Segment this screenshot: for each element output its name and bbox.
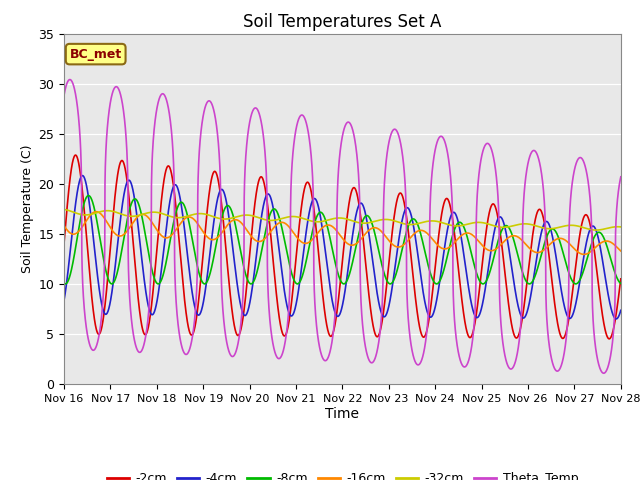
-4cm xyxy=(422,305,430,311)
-4cm xyxy=(273,229,281,235)
-16cm xyxy=(518,237,525,243)
-32cm xyxy=(161,212,169,217)
-8cm xyxy=(273,209,281,215)
-16cm xyxy=(617,248,625,254)
-2cm xyxy=(422,330,430,336)
-2cm xyxy=(518,318,525,324)
-2cm xyxy=(605,336,613,342)
-2cm xyxy=(617,276,625,282)
-4cm xyxy=(617,308,625,313)
-8cm xyxy=(60,280,68,286)
-32cm xyxy=(422,219,430,225)
Line: -32cm: -32cm xyxy=(64,209,621,230)
Line: -8cm: -8cm xyxy=(64,195,621,284)
-16cm xyxy=(394,244,402,250)
-8cm xyxy=(394,264,402,269)
-4cm xyxy=(79,173,86,179)
Theta_Temp xyxy=(394,131,402,136)
-32cm xyxy=(592,227,600,233)
-4cm xyxy=(60,298,68,303)
-4cm xyxy=(394,242,402,248)
Theta_Temp xyxy=(60,93,68,98)
-16cm xyxy=(422,229,430,235)
-8cm xyxy=(617,281,625,287)
Line: Theta_Temp: Theta_Temp xyxy=(64,80,621,373)
Theta_Temp xyxy=(518,300,525,306)
-32cm xyxy=(518,221,525,227)
-16cm xyxy=(476,240,483,245)
-32cm xyxy=(617,224,625,230)
-8cm xyxy=(422,255,430,261)
-32cm xyxy=(60,206,68,212)
-2cm xyxy=(273,295,281,301)
-8cm xyxy=(84,192,92,198)
-8cm xyxy=(476,278,483,284)
-32cm xyxy=(394,219,402,225)
-16cm xyxy=(161,235,169,240)
Theta_Temp xyxy=(617,174,625,180)
-2cm xyxy=(72,152,79,158)
X-axis label: Time: Time xyxy=(325,407,360,420)
-16cm xyxy=(92,209,100,215)
-16cm xyxy=(60,223,68,228)
-32cm xyxy=(273,217,280,223)
-2cm xyxy=(161,170,169,176)
Theta_Temp xyxy=(476,166,483,172)
-2cm xyxy=(394,193,402,199)
Theta_Temp xyxy=(600,371,607,376)
-8cm xyxy=(518,268,526,274)
-2cm xyxy=(476,286,483,291)
-4cm xyxy=(518,314,525,320)
Text: BC_met: BC_met xyxy=(70,48,122,60)
-8cm xyxy=(161,264,169,269)
Line: -4cm: -4cm xyxy=(64,176,621,319)
-2cm xyxy=(60,241,68,247)
-16cm xyxy=(580,252,588,257)
Title: Soil Temperatures Set A: Soil Temperatures Set A xyxy=(243,12,442,31)
-8cm xyxy=(340,281,348,287)
Y-axis label: Soil Temperature (C): Soil Temperature (C) xyxy=(21,144,34,273)
Line: -16cm: -16cm xyxy=(64,212,621,254)
Theta_Temp xyxy=(422,334,430,340)
-16cm xyxy=(273,222,281,228)
Theta_Temp xyxy=(66,77,74,83)
Line: -2cm: -2cm xyxy=(64,155,621,339)
Legend: -2cm, -4cm, -8cm, -16cm, -32cm, Theta_Temp: -2cm, -4cm, -8cm, -16cm, -32cm, Theta_Te… xyxy=(102,468,583,480)
Theta_Temp xyxy=(161,94,169,99)
-4cm xyxy=(161,233,169,239)
-32cm xyxy=(476,219,483,225)
-4cm xyxy=(612,316,620,322)
-4cm xyxy=(476,312,483,317)
Theta_Temp xyxy=(273,354,281,360)
